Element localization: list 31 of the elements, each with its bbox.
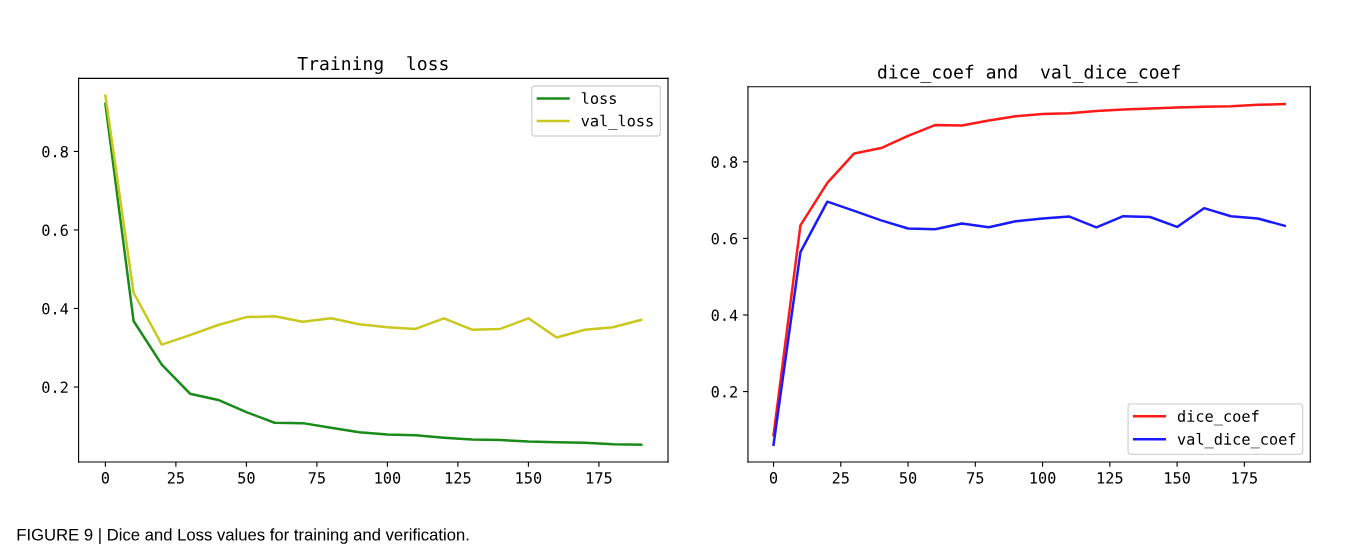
- caption: FIGURE 9 | Dice and Loss values for training and verification.: [17, 528, 469, 544]
- x-tick-label: 125: [1097, 472, 1123, 484]
- x-tick-label: 150: [1165, 472, 1190, 484]
- y-tick-label: 0.8: [42, 145, 68, 158]
- legend-label: val_dice_coef: [1177, 432, 1296, 449]
- x-tick-label: 100: [1030, 472, 1056, 484]
- y-tick-label: 0.8: [711, 156, 738, 168]
- x-tick-label: 0: [101, 472, 109, 484]
- y-tick-label: 0.4: [42, 302, 69, 315]
- x-tick-label: 175: [586, 472, 612, 484]
- x-tick-label: 150: [516, 472, 542, 484]
- x-tick-label: 175: [1232, 472, 1257, 484]
- y-tick-label: 0.2: [42, 381, 68, 394]
- chart-title: dice_coef and val_dice_coef: [878, 64, 1180, 83]
- x-tick-label: 25: [167, 472, 184, 484]
- y-tick-label: 0.2: [711, 386, 737, 398]
- y-tick-label: 0.4: [711, 309, 738, 322]
- x-tick-label: 50: [899, 472, 917, 484]
- x-tick-label: 75: [308, 472, 325, 484]
- legend-label: loss: [581, 92, 616, 105]
- x-tick-label: 100: [375, 472, 401, 484]
- chart-title: Training loss: [297, 56, 448, 74]
- legend-label: val_loss: [581, 114, 653, 130]
- x-tick-label: 25: [832, 472, 849, 484]
- x-tick-label: 75: [967, 472, 984, 484]
- x-tick-label: 125: [445, 472, 471, 484]
- legend-label: dice_coef: [1177, 410, 1259, 426]
- x-tick-label: 50: [238, 472, 255, 484]
- y-tick-label: 0.6: [711, 232, 738, 245]
- y-tick-label: 0.6: [42, 224, 68, 237]
- x-tick-label: 0: [769, 472, 778, 484]
